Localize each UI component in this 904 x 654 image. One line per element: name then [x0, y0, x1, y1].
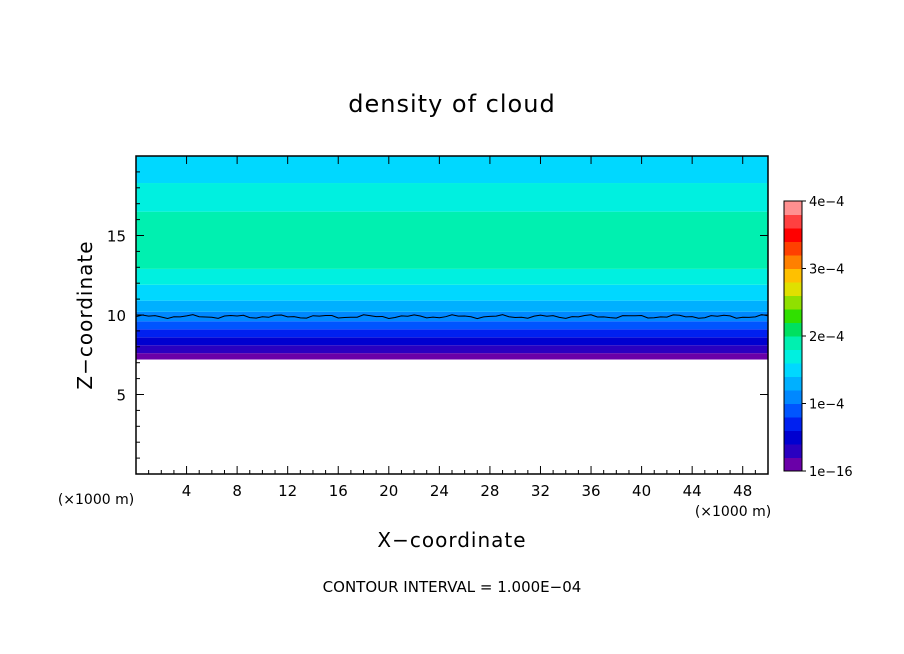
colorbar-swatch — [784, 214, 802, 229]
colorbar-swatch — [784, 363, 802, 377]
colorbar-tick-label: 4e−4 — [809, 195, 844, 210]
colorbar-swatch — [784, 390, 802, 404]
density-band — [136, 183, 768, 212]
density-band — [136, 345, 768, 354]
x-tick-label: 36 — [581, 482, 600, 500]
colorbar: 1e−16 1e−4 2e−4 3e−4 4e−4 — [783, 195, 853, 480]
x-axis: 4 8 12 16 20 24 28 32 36 40 44 48 — [148, 156, 756, 500]
colorbar-swatch — [784, 241, 802, 256]
x-unit-left: (×1000 m) — [58, 492, 134, 508]
colorbar-ticks: 1e−16 1e−4 2e−4 3e−4 4e−4 — [802, 195, 853, 480]
density-band — [136, 268, 768, 285]
colorbar-swatch — [784, 417, 802, 431]
plot-area — [136, 156, 768, 474]
x-tick-label: 12 — [278, 482, 297, 500]
x-unit-right: (×1000 m) — [695, 504, 771, 520]
y-axis-label: Z−coordinate — [73, 240, 97, 389]
x-tick-label: 44 — [683, 482, 702, 500]
colorbar-swatch — [784, 349, 802, 364]
y-axis: 5 10 15 — [107, 171, 768, 459]
x-axis-label: X−coordinate — [377, 528, 526, 552]
density-bands — [136, 156, 768, 360]
colorbar-swatch — [784, 457, 802, 472]
colorbar-swatches — [784, 201, 802, 472]
chart-title: density of cloud — [348, 90, 555, 118]
x-tick-label: 40 — [632, 482, 651, 500]
colorbar-swatch — [784, 444, 802, 458]
colorbar-swatch — [784, 295, 802, 310]
density-band — [136, 284, 768, 301]
y-tick-label: 10 — [107, 307, 126, 325]
colorbar-swatch — [784, 376, 802, 391]
colorbar-swatch — [784, 336, 802, 350]
contour-interval-note: CONTOUR INTERVAL = 1.000E−04 — [323, 578, 582, 596]
colorbar-swatch — [784, 430, 802, 445]
colorbar-tick-label: 1e−16 — [809, 465, 853, 480]
colorbar-swatch — [784, 309, 802, 323]
density-band — [136, 156, 768, 184]
density-band — [136, 300, 768, 312]
density-band — [136, 311, 768, 322]
density-band — [136, 321, 768, 330]
colorbar-swatch — [784, 268, 802, 283]
colorbar-tick-label: 1e−4 — [809, 398, 844, 413]
x-tick-label: 28 — [480, 482, 499, 500]
contour-line — [136, 314, 768, 320]
colorbar-swatch — [784, 255, 802, 269]
colorbar-tick-label: 2e−4 — [809, 330, 844, 345]
colorbar-tick-label: 3e−4 — [809, 263, 844, 278]
colorbar-swatch — [784, 228, 802, 242]
density-band — [136, 211, 768, 269]
y-tick-label: 15 — [107, 228, 126, 246]
x-tick-label: 16 — [329, 482, 348, 500]
colorbar-swatch — [784, 282, 802, 296]
x-tick-label: 4 — [182, 482, 192, 500]
density-band — [136, 329, 768, 338]
x-tick-label: 8 — [232, 482, 242, 500]
colorbar-swatch — [784, 403, 802, 418]
colorbar-swatch — [784, 322, 802, 337]
colorbar-swatch — [784, 201, 802, 215]
x-tick-label: 24 — [430, 482, 449, 500]
x-tick-label: 20 — [379, 482, 398, 500]
y-tick-label: 5 — [116, 387, 126, 405]
x-tick-label: 48 — [733, 482, 752, 500]
x-tick-label: 32 — [531, 482, 550, 500]
density-band — [136, 353, 768, 360]
density-band — [136, 337, 768, 346]
